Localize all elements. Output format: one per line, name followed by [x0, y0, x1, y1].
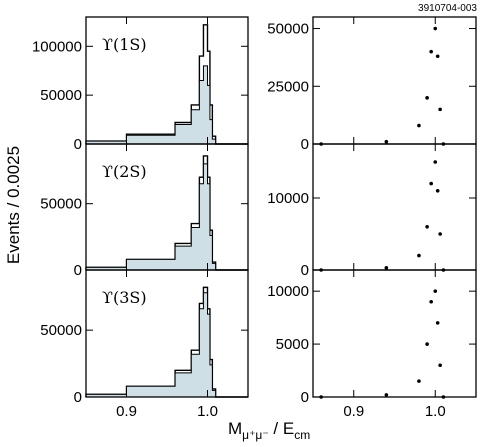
data-point — [429, 181, 433, 186]
x-tick-label: 0.9 — [343, 403, 364, 420]
panel-right-2: 0 10000 — [267, 143, 477, 279]
data-point — [433, 160, 438, 164]
y-tick-label: 100000 — [32, 38, 82, 55]
panel-right-1: 0 25000 50000 — [267, 16, 477, 153]
data-point — [417, 379, 421, 383]
x-tick-label: 0.9 — [116, 403, 137, 420]
plot-frame — [312, 143, 477, 271]
data-point — [435, 321, 440, 325]
x-axis-title-main: M — [228, 419, 242, 438]
series-outline — [85, 24, 248, 145]
y-tick-label: 50000 — [40, 87, 82, 104]
data-point — [429, 299, 433, 304]
panel-left-2: 0 50000 ϒ(2S) — [40, 143, 249, 279]
x-axis-title: Mμ⁺μ⁻ / Ecm — [228, 419, 310, 442]
x-tick-label: 1.0 — [425, 403, 446, 420]
x-tick-label: 1.0 — [197, 403, 218, 420]
plot-frame — [85, 269, 249, 398]
data-point — [433, 289, 438, 293]
y-tick-label: 0 — [74, 136, 82, 153]
y-tick-label: 10000 — [267, 283, 309, 300]
y-tick-label: 0 — [301, 389, 309, 406]
series-filled — [85, 65, 248, 145]
panel-left-3: 0 50000 0.9 1.0 ϒ(3S) — [40, 269, 249, 420]
y-tick-label: 10000 — [267, 190, 309, 207]
data-point — [425, 225, 429, 229]
data-point — [425, 96, 429, 100]
data-point — [417, 253, 421, 258]
data-point — [429, 49, 433, 54]
series-filled — [85, 292, 248, 398]
y-axis-title: Events / 0.0025 — [4, 146, 23, 264]
panel-left-1: 0 50000 100000 ϒ(1S) — [32, 16, 249, 153]
data-point — [433, 26, 438, 31]
data-point — [435, 189, 440, 193]
data-point — [384, 266, 389, 270]
data-point — [417, 123, 421, 128]
panel-right-3: 0 5000 10000 0.9 1.0 — [267, 269, 477, 420]
y-tick-label: 0 — [74, 389, 82, 406]
data-point — [384, 139, 389, 144]
data-point — [435, 54, 440, 59]
resonance-label: ϒ(3S) — [102, 288, 147, 307]
data-point — [438, 232, 442, 236]
resonance-label: ϒ(2S) — [102, 162, 147, 181]
x-axis-title-rest: / E — [269, 419, 295, 438]
x-axis-title-sub: μ⁺μ⁻ — [242, 428, 269, 442]
data-point — [425, 342, 429, 346]
y-tick-label: 50000 — [40, 322, 82, 339]
y-tick-label: 50000 — [40, 196, 82, 213]
plot-frame — [312, 16, 477, 145]
data-point — [438, 363, 442, 368]
series-filled — [85, 163, 248, 271]
y-tick-label: 0 — [74, 262, 82, 279]
data-point — [438, 107, 442, 112]
x-axis-title-sub2: cm — [294, 428, 310, 442]
y-tick-label: 0 — [301, 262, 309, 279]
resonance-label: ϒ(1S) — [102, 35, 147, 54]
plot-frame — [312, 269, 477, 398]
data-point — [384, 393, 389, 397]
y-tick-label: 0 — [301, 136, 309, 153]
y-tick-label: 50000 — [267, 21, 309, 38]
y-tick-label: 5000 — [276, 336, 309, 353]
figure-id: 3910704-003 — [418, 3, 477, 14]
y-tick-label: 25000 — [267, 78, 309, 95]
